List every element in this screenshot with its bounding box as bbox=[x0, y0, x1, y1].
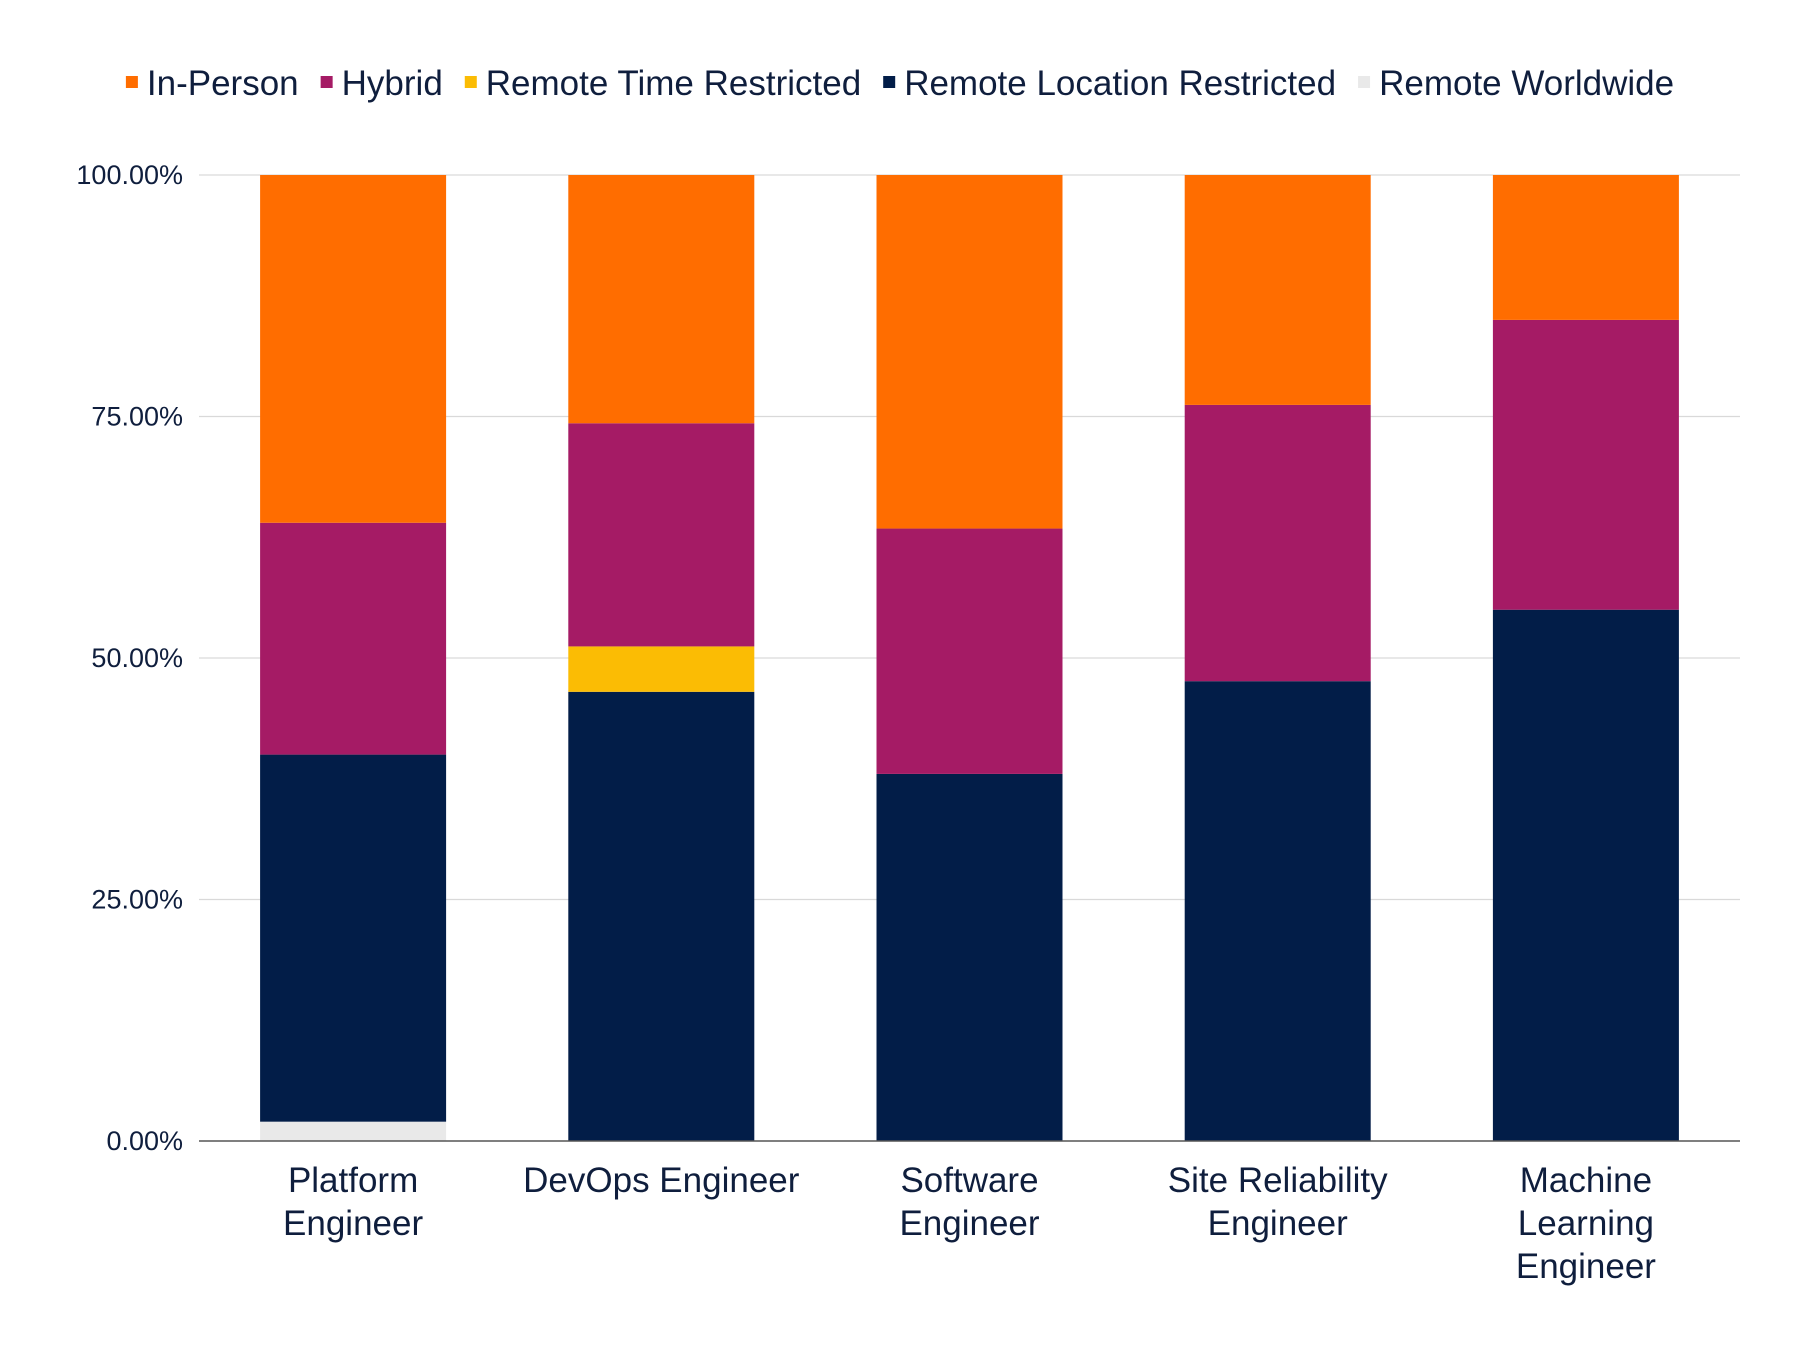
bar-segment-remote-location-restricted bbox=[1184, 681, 1371, 1141]
legend-label: Remote Worldwide bbox=[1379, 64, 1674, 103]
y-tick-label: 0.00% bbox=[106, 1126, 183, 1156]
bar-segment-in-person bbox=[876, 175, 1063, 529]
legend-label: Remote Location Restricted bbox=[904, 64, 1336, 103]
x-tick-label-line: Engineer bbox=[899, 1204, 1039, 1243]
legend-swatch bbox=[883, 76, 896, 88]
y-axis: 0.00% 25.00% 50.00% 75.00% 100.00% bbox=[76, 160, 183, 1156]
bar-segment-remote-location-restricted bbox=[568, 691, 755, 1141]
bar-segment-hybrid bbox=[568, 423, 755, 647]
bar-stack-platform-engineer bbox=[260, 175, 447, 1141]
bar-segment-hybrid bbox=[1492, 319, 1679, 610]
bar-segment-remote-time-restricted bbox=[568, 646, 755, 692]
y-tick-label: 25.00% bbox=[91, 885, 183, 915]
legend-item-remote-worldwide: Remote Worldwide bbox=[1358, 64, 1674, 103]
x-tick-label-line: Engineer bbox=[1516, 1247, 1656, 1286]
legend: In-Person Hybrid Remote Time Restricted Rem… bbox=[125, 64, 1674, 103]
legend-item-remote-location-restricted: Remote Location Restricted bbox=[883, 64, 1336, 103]
bar-segment-hybrid bbox=[1184, 404, 1371, 682]
bar-segment-in-person bbox=[568, 175, 755, 424]
legend-item-hybrid: Hybrid bbox=[320, 64, 443, 103]
legend-swatch bbox=[464, 76, 477, 88]
x-axis: Platform Engineer DevOps Engineer Software E… bbox=[283, 1161, 1656, 1286]
x-tick-label: Site Reliability Engineer bbox=[1168, 1161, 1388, 1243]
bar-stack-machine-learning-engineer bbox=[1492, 175, 1679, 1141]
x-tick-label: Platform Engineer bbox=[283, 1161, 423, 1243]
legend-item-in-person: In-Person bbox=[125, 64, 299, 103]
x-tick-label-line: Machine bbox=[1520, 1161, 1652, 1200]
x-tick-label: Software Engineer bbox=[899, 1161, 1039, 1243]
bar-segment-remote-location-restricted bbox=[1492, 609, 1679, 1141]
bar-stack-software-engineer bbox=[876, 175, 1063, 1141]
y-tick-label: 100.00% bbox=[76, 160, 183, 190]
legend-swatch bbox=[320, 76, 333, 88]
bar-segment-remote-location-restricted bbox=[260, 754, 447, 1122]
x-tick-label-line: Engineer bbox=[1208, 1204, 1348, 1243]
bar-segment-in-person bbox=[1492, 175, 1679, 320]
x-tick-label-line: Platform bbox=[288, 1161, 418, 1200]
bar-segment-in-person bbox=[260, 175, 447, 523]
y-tick-label: 75.00% bbox=[91, 402, 183, 432]
bar-stack-site-reliability-engineer bbox=[1184, 175, 1371, 1141]
x-tick-label-line: DevOps Engineer bbox=[523, 1161, 800, 1200]
x-tick-label-line: Site Reliability bbox=[1168, 1161, 1388, 1200]
legend-swatch bbox=[1358, 76, 1371, 88]
y-tick-label: 50.00% bbox=[91, 643, 183, 673]
x-tick-label: DevOps Engineer bbox=[523, 1161, 800, 1200]
x-tick-label: Machine Learning Engineer bbox=[1516, 1161, 1656, 1286]
bar-segment-hybrid bbox=[260, 522, 447, 755]
x-tick-label-line: Learning bbox=[1518, 1204, 1654, 1243]
legend-label: In-Person bbox=[147, 64, 299, 103]
legend-label: Hybrid bbox=[342, 64, 443, 103]
bar-segment-hybrid bbox=[876, 528, 1063, 774]
bar-segment-remote-location-restricted bbox=[876, 773, 1063, 1141]
legend-label: Remote Time Restricted bbox=[486, 64, 861, 103]
bar-segment-in-person bbox=[1184, 175, 1371, 405]
bar-stack-devops-engineer bbox=[568, 175, 755, 1141]
legend-item-remote-time-restricted: Remote Time Restricted bbox=[464, 64, 861, 103]
x-tick-label-line: Software bbox=[900, 1161, 1038, 1200]
bar-segment-remote-worldwide bbox=[260, 1121, 447, 1141]
legend-swatch bbox=[125, 76, 138, 88]
x-tick-label-line: Engineer bbox=[283, 1204, 423, 1243]
bars bbox=[260, 175, 1679, 1141]
